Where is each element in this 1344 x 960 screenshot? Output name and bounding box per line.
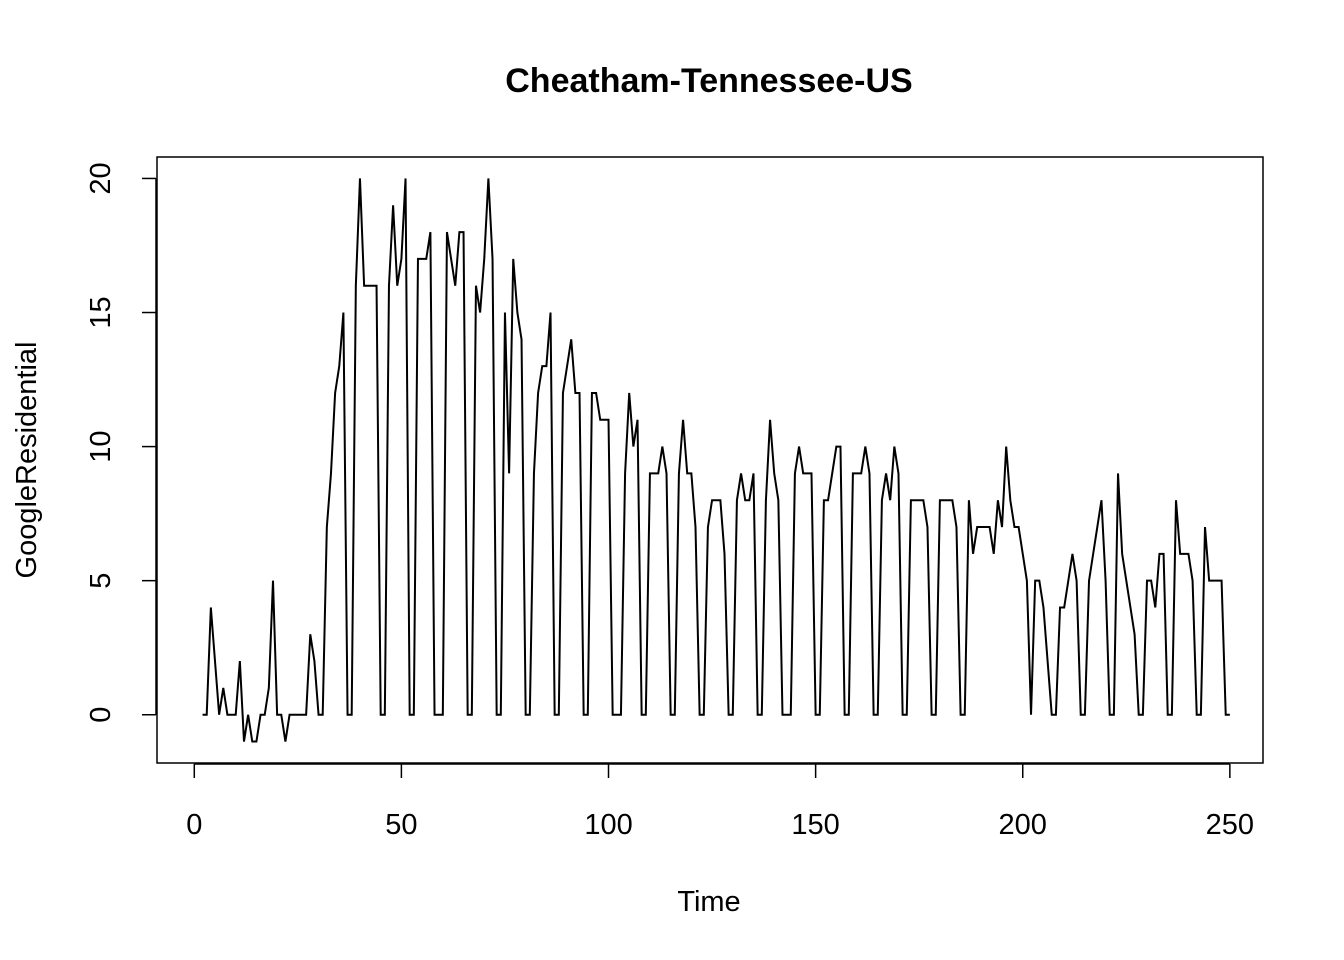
x-axis: 0 50 100 150 200 250 <box>186 763 1254 841</box>
series-line <box>202 178 1230 743</box>
x-tick-label: 100 <box>584 809 632 841</box>
y-tick-label: 0 <box>85 707 117 723</box>
x-tick-label: 0 <box>186 809 202 841</box>
y-tick-label: 20 <box>85 162 117 194</box>
chart-title: Cheatham-Tennessee-US <box>505 62 913 100</box>
x-axis-label: Time <box>677 886 740 918</box>
series-layer <box>202 178 1230 743</box>
plot-frame <box>156 156 1264 764</box>
x-tick-label: 150 <box>791 809 839 841</box>
x-tick-label: 50 <box>385 809 417 841</box>
y-axis: 0 5 10 15 20 <box>85 162 157 723</box>
x-tick-label: 200 <box>999 809 1047 841</box>
x-tick-label: 250 <box>1206 809 1254 841</box>
y-axis-label: GoogleResidential <box>11 342 43 579</box>
y-tick-label: 15 <box>85 296 117 328</box>
y-tick-label: 5 <box>85 573 117 589</box>
y-tick-label: 10 <box>85 430 117 462</box>
